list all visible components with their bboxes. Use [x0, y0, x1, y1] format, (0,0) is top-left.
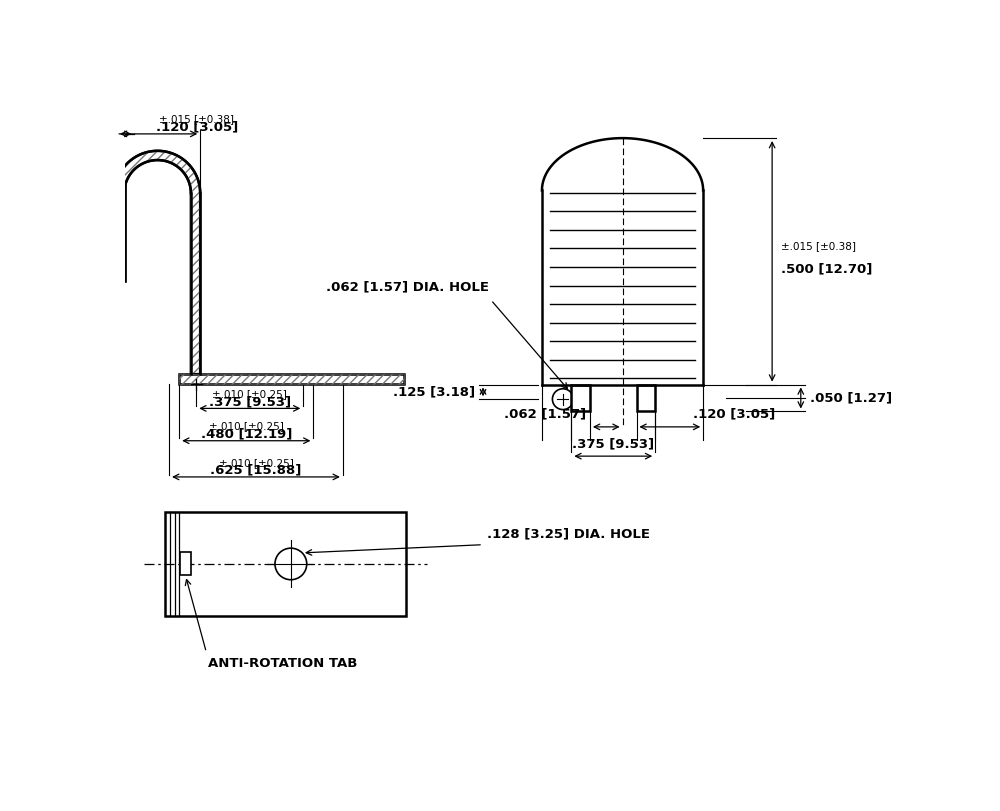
Text: .062 [1.57] DIA. HOLE: .062 [1.57] DIA. HOLE [326, 281, 489, 294]
Polygon shape [116, 151, 200, 374]
Text: .125 [3.18]: .125 [3.18] [393, 385, 475, 398]
Text: .062 [1.57]: .062 [1.57] [504, 408, 586, 421]
Text: .120 [3.05]: .120 [3.05] [693, 408, 775, 421]
Bar [180, 552, 191, 576]
Polygon shape [179, 374, 404, 384]
Text: .375 [9.53]: .375 [9.53] [209, 396, 291, 409]
Text: .480 [12.19]: .480 [12.19] [201, 427, 292, 440]
Bar [637, 384, 655, 411]
Text: .128 [3.25] DIA. HOLE: .128 [3.25] DIA. HOLE [487, 527, 650, 540]
Text: .050 [1.27]: .050 [1.27] [810, 392, 892, 405]
Circle shape [275, 548, 307, 580]
Text: ANTI-ROTATION TAB: ANTI-ROTATION TAB [208, 657, 357, 670]
Text: .625 [15.88]: .625 [15.88] [210, 464, 302, 477]
Bar [571, 384, 590, 411]
Text: ±.015 [±0.38]: ±.015 [±0.38] [159, 114, 234, 124]
Text: ±.010 [±0.25]: ±.010 [±0.25] [219, 457, 293, 468]
Text: ±.010 [±0.25]: ±.010 [±0.25] [212, 389, 287, 399]
Text: ±.010 [±0.25]: ±.010 [±0.25] [209, 422, 284, 431]
Text: .375 [9.53]: .375 [9.53] [572, 437, 654, 450]
Text: ±.015 [±0.38]: ±.015 [±0.38] [781, 242, 856, 251]
Text: .120 [3.05]: .120 [3.05] [156, 120, 238, 133]
Bar [165, 513, 406, 616]
Text: .500 [12.70]: .500 [12.70] [781, 262, 873, 275]
